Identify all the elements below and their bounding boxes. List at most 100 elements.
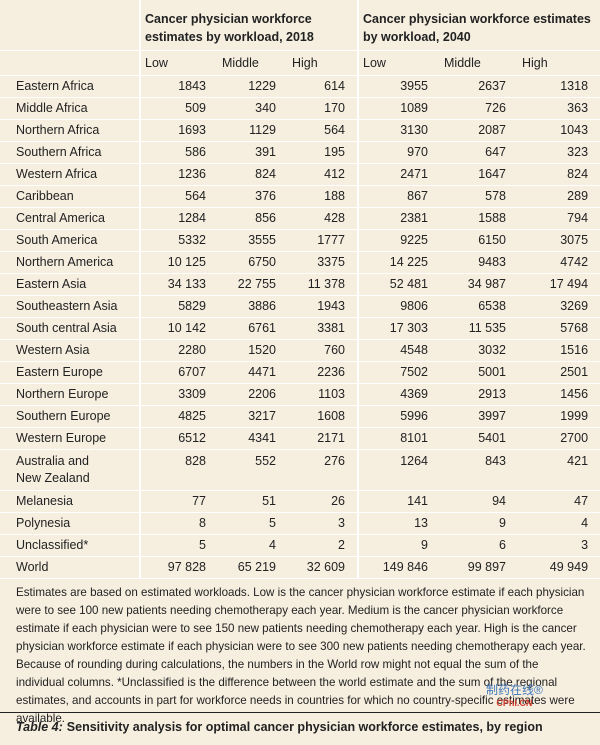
table-row: Western Europe 6512 4341 2171 8101 5401 2700 <box>0 427 600 450</box>
cell: 2501 <box>518 361 600 384</box>
cell: 10 142 <box>139 317 218 340</box>
cell: 2381 <box>357 207 440 230</box>
table-row: South America 5332 3555 1777 9225 6150 3075 <box>0 229 600 252</box>
table-row: Australia and New Zealand 828 552 276 1264 84… <box>0 449 600 491</box>
cell: 7502 <box>357 361 440 384</box>
row-label: South America <box>0 229 140 252</box>
cell: 2471 <box>357 163 440 186</box>
cell: 4825 <box>139 405 218 428</box>
row-label: Melanesia <box>0 490 140 513</box>
cell: 1999 <box>518 405 600 428</box>
cell: 1318 <box>518 75 600 98</box>
cell: 8101 <box>357 427 440 450</box>
cell: 421 <box>518 449 600 491</box>
cell: 564 <box>139 185 218 208</box>
table-row: Middle Africa 509 340 170 1089 726 363 <box>0 97 600 120</box>
cell: 2280 <box>139 339 218 362</box>
cell: 9 <box>357 534 440 557</box>
group-header: Cancer physician workforce estimates by … <box>139 0 358 51</box>
cell: 141 <box>357 490 440 513</box>
cell: 1229 <box>218 75 288 98</box>
cell: 412 <box>288 163 358 186</box>
cell: 17 494 <box>518 273 600 296</box>
row-label: Western Africa <box>0 163 140 186</box>
cell: 4 <box>518 512 600 535</box>
row-label: Polynesia <box>0 512 140 535</box>
table-row: Northern Africa 1693 1129 564 3130 2087 1043 <box>0 119 600 142</box>
row-label: Northern America <box>0 251 140 274</box>
cell: 1516 <box>518 339 600 362</box>
cell: 13 <box>357 512 440 535</box>
table-row: Southern Europe 4825 3217 1608 5996 3997 1999 <box>0 405 600 428</box>
cell: 614 <box>288 75 358 98</box>
cell: 1284 <box>139 207 218 230</box>
estimates-table: Cancer physician workforce estimates by … <box>0 0 600 579</box>
table-row: Western Africa 1236 824 412 2471 1647 824 <box>0 163 600 186</box>
cell: 3269 <box>518 295 600 318</box>
cell: 5401 <box>440 427 518 450</box>
row-label: Caribbean <box>0 185 140 208</box>
cell: 9225 <box>357 229 440 252</box>
cell: 49 949 <box>518 556 600 579</box>
cell: 3381 <box>288 317 358 340</box>
table-row: Eastern Europe 6707 4471 2236 7502 5001 2501 <box>0 361 600 384</box>
cell: 52 481 <box>357 273 440 296</box>
cell: 3955 <box>357 75 440 98</box>
caption: Table 4: Sensitivity analysis for optimal… <box>0 712 600 734</box>
cell: 65 219 <box>218 556 288 579</box>
cell: 363 <box>518 97 600 120</box>
cell: 5768 <box>518 317 600 340</box>
cell: 340 <box>218 97 288 120</box>
cell: 760 <box>288 339 358 362</box>
row-label: Eastern Europe <box>0 361 140 384</box>
corner <box>0 0 140 51</box>
column-header: High <box>518 50 600 76</box>
row-label: Eastern Africa <box>0 75 140 98</box>
cell: 3217 <box>218 405 288 428</box>
cell: 22 755 <box>218 273 288 296</box>
table-row: World 97 828 65 219 32 609 149 846 99 897 49 9… <box>0 556 600 579</box>
cell: 2637 <box>440 75 518 98</box>
cell: 5 <box>218 512 288 535</box>
cell: 1843 <box>139 75 218 98</box>
cell: 6538 <box>440 295 518 318</box>
cell: 3 <box>288 512 358 535</box>
table-row: Northern America 10 125 6750 3375 14 225 9483… <box>0 251 600 274</box>
cell: 47 <box>518 490 600 513</box>
row-label: Southern Europe <box>0 405 140 428</box>
cell: 428 <box>288 207 358 230</box>
cell: 5996 <box>357 405 440 428</box>
caption-label: Table 4: <box>16 720 63 734</box>
table-row: Southeastern Asia 5829 3886 1943 9806 6538 326… <box>0 295 600 318</box>
watermark-name: 制药在线® <box>486 683 543 697</box>
table-row: Melanesia 77 51 26 141 94 47 <box>0 490 600 513</box>
table-row: Eastern Africa 1843 1229 614 3955 2637 1318 <box>0 75 600 98</box>
cell: 970 <box>357 141 440 164</box>
table-row: Eastern Asia 34 133 22 755 11 378 52 481 34 9… <box>0 273 600 296</box>
cell: 564 <box>288 119 358 142</box>
row-label: Northern Africa <box>0 119 140 142</box>
row-label: Central America <box>0 207 140 230</box>
row-label: Australia and New Zealand <box>0 449 140 491</box>
cell: 1129 <box>218 119 288 142</box>
column-header: High <box>288 50 358 76</box>
cell: 4548 <box>357 339 440 362</box>
cell: 6707 <box>139 361 218 384</box>
cell: 3309 <box>139 383 218 406</box>
cell: 4742 <box>518 251 600 274</box>
cell: 376 <box>218 185 288 208</box>
cell: 3886 <box>218 295 288 318</box>
cell: 9 <box>440 512 518 535</box>
row-label: Eastern Asia <box>0 273 140 296</box>
cell: 794 <box>518 207 600 230</box>
cell: 3130 <box>357 119 440 142</box>
table-row: Southern Africa 586 391 195 970 647 323 <box>0 141 600 164</box>
cell: 391 <box>218 141 288 164</box>
cell: 11 535 <box>440 317 518 340</box>
table-row: Western Asia 2280 1520 760 4548 3032 1516 <box>0 339 600 362</box>
cell: 1943 <box>288 295 358 318</box>
table-row: Northern Europe 3309 2206 1103 4369 2913 1456 <box>0 383 600 406</box>
cell: 1520 <box>218 339 288 362</box>
column-header: Low <box>139 50 218 76</box>
cell: 3 <box>518 534 600 557</box>
